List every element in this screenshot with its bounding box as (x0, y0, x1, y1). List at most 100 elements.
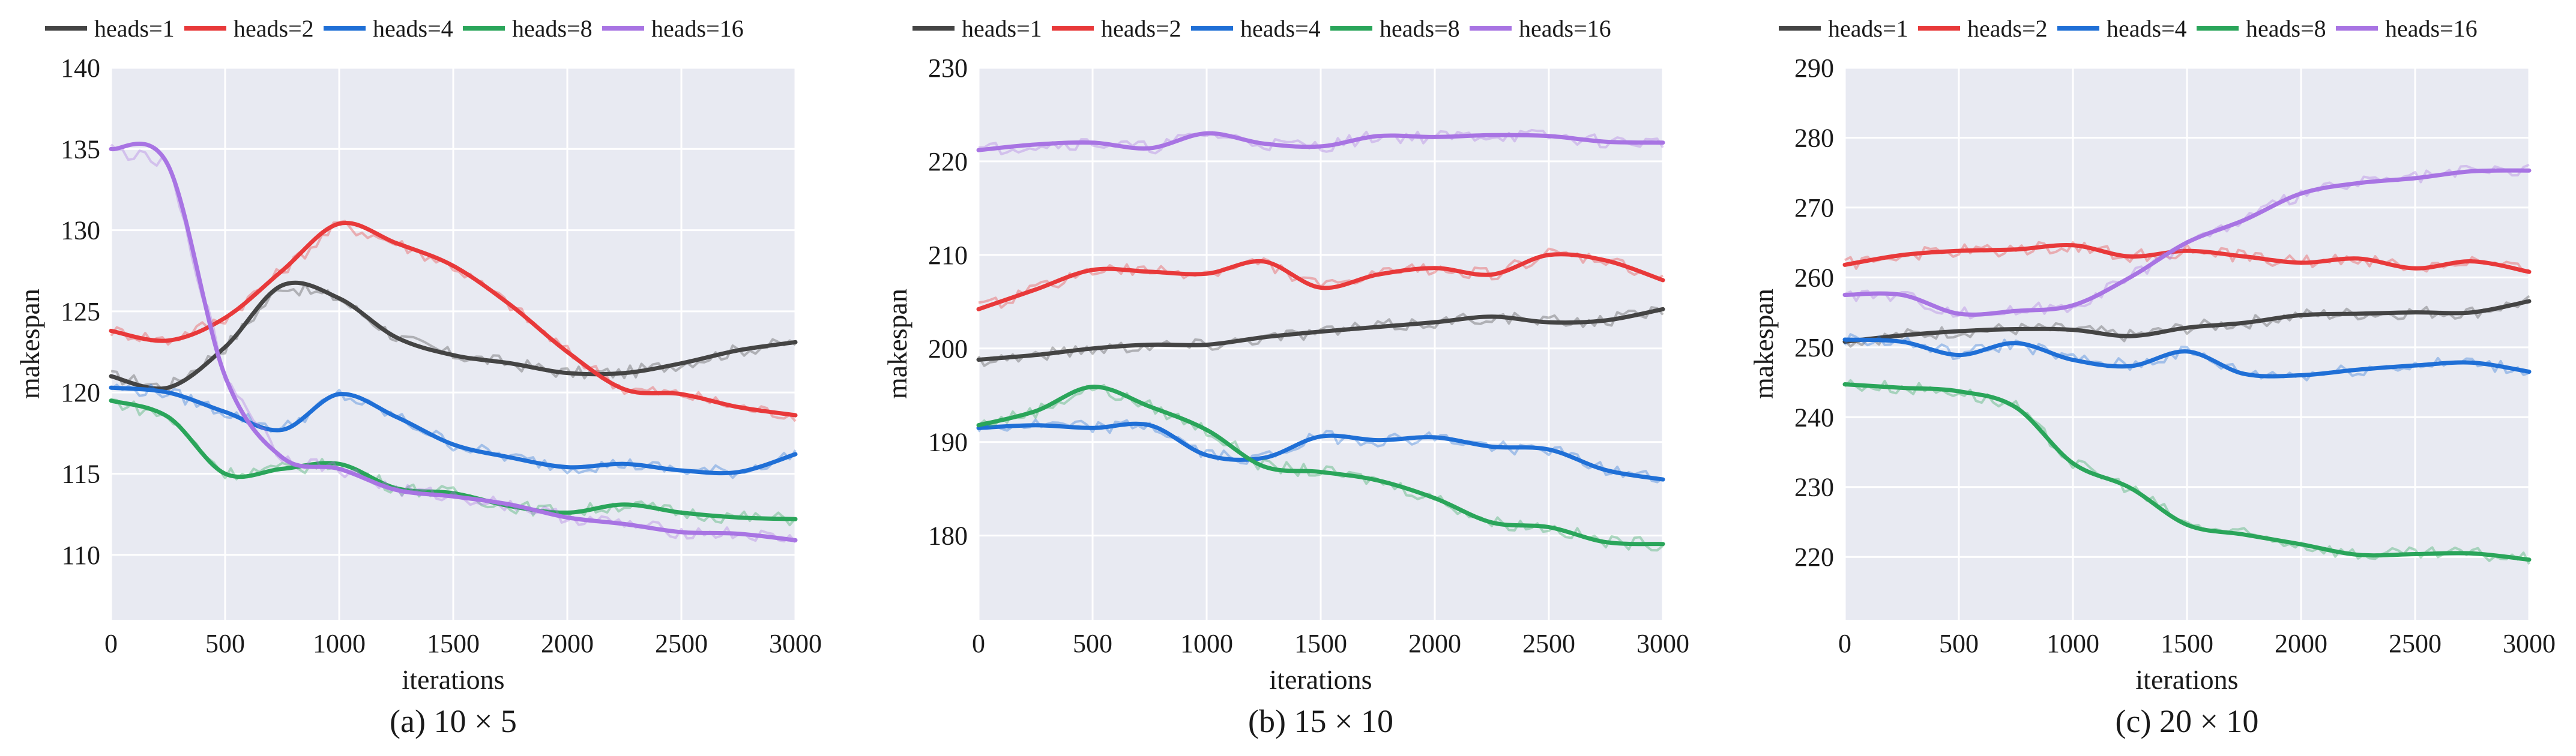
y-tick-label-b-5: 230 (928, 53, 968, 83)
x-tick-label-b-1: 500 (1073, 629, 1112, 658)
x-tick-label-c-4: 2000 (2275, 629, 2327, 658)
series-line-b-heads-8 (976, 385, 1665, 547)
y-axis-label-a: makespan (14, 289, 45, 399)
series-line-a-heads-2 (109, 221, 798, 418)
series-raw-c-heads-4 (1844, 333, 2530, 382)
y-tick-label-c-6: 280 (1794, 123, 1834, 152)
x-tick-label-a-6: 3000 (769, 629, 822, 658)
legend-label-b-heads-16: heads=16 (1519, 15, 1611, 42)
x-axis-label-a: iterations (402, 664, 504, 695)
legend-label-b-heads-2: heads=2 (1101, 15, 1181, 42)
x-tick-label-c-3: 1500 (2161, 629, 2213, 658)
x-axis-label-b: iterations (1269, 664, 1372, 695)
gridlines-b (977, 67, 1664, 620)
y-tick-label-a-0: 110 (62, 541, 100, 570)
legend-label-a-heads-2: heads=2 (234, 15, 314, 42)
tick-labels-a: 0 500 1000 1500 2000 2500 3000 110 115 120 125 130 1… (61, 53, 822, 658)
tick-labels-c: 0 500 1000 1500 2000 2500 3000 220 230 240 250 260 2… (1794, 53, 2556, 658)
series-line-c-heads-4 (1842, 337, 2532, 379)
x-tick-label-a-5: 2500 (655, 629, 708, 658)
series-lines-a (109, 142, 798, 544)
series-lines-c (1842, 163, 2532, 565)
series-lines-b (976, 128, 1665, 552)
legend-label-c-heads-4: heads=4 (2107, 15, 2187, 42)
series-line-a-heads-4 (109, 385, 798, 476)
x-tick-label-c-2: 1000 (2047, 629, 2099, 658)
series-line-a-heads-1 (109, 280, 798, 391)
y-tick-label-b-3: 210 (928, 241, 968, 270)
series-raw-a-heads-1 (110, 283, 797, 394)
y-tick-label-c-5: 270 (1794, 193, 1834, 223)
panel-b: heads=1 heads=2 heads=4 heads=8 heads=16 0 50… (882, 15, 1689, 739)
series-raw-c-heads-8 (1844, 379, 2530, 565)
y-tick-label-a-4: 130 (61, 216, 100, 245)
y-tick-label-a-6: 140 (61, 53, 100, 83)
y-tick-label-b-1: 190 (928, 428, 968, 457)
legend-label-c-heads-1: heads=1 (1828, 15, 1908, 42)
panel-c: heads=1 heads=2 heads=4 heads=8 heads=16 0 50… (1748, 15, 2556, 739)
legend-label-a-heads-8: heads=8 (512, 15, 593, 42)
series-line-c-heads-8 (1842, 382, 2532, 562)
legend-label-c-heads-8: heads=8 (2246, 15, 2326, 42)
x-tick-label-b-4: 2000 (1408, 629, 1461, 658)
x-tick-label-a-0: 0 (104, 629, 118, 658)
legend-a: heads=1 heads=2 heads=4 heads=8 heads=16 (45, 15, 744, 42)
x-axis-label-c: iterations (2135, 664, 2238, 695)
x-tick-label-a-3: 1500 (427, 629, 480, 658)
series-line-c-heads-1 (1842, 299, 2532, 344)
series-raw-b-heads-8 (977, 383, 1664, 552)
y-tick-label-c-3: 250 (1794, 333, 1834, 362)
series-line-a-heads-16 (109, 142, 798, 542)
y-axis-label-c: makespan (1748, 289, 1779, 399)
x-tick-label-b-5: 2500 (1522, 629, 1575, 658)
x-tick-label-a-4: 2000 (541, 629, 594, 658)
x-tick-label-b-0: 0 (972, 629, 985, 658)
gridlines-a (110, 67, 797, 620)
x-tick-label-c-0: 0 (1838, 629, 1851, 658)
series-line-b-heads-4 (976, 421, 1665, 482)
series-raw-b-heads-1 (977, 306, 1664, 367)
y-tick-label-b-4: 220 (928, 147, 968, 176)
legend-label-b-heads-8: heads=8 (1380, 15, 1460, 42)
legend-c: heads=1 heads=2 heads=4 heads=8 heads=16 (1779, 15, 2478, 42)
y-axis-label-b: makespan (882, 289, 912, 399)
legend-label-a-heads-4: heads=4 (373, 15, 453, 42)
caption-a: (a) 10 × 5 (390, 703, 517, 739)
legend-label-b-heads-1: heads=1 (962, 15, 1042, 42)
x-tick-label-a-2: 1000 (313, 629, 366, 658)
y-tick-label-a-2: 120 (61, 378, 100, 407)
y-tick-label-a-5: 135 (61, 134, 100, 164)
y-tick-label-c-1: 230 (1794, 473, 1834, 502)
legend-label-b-heads-4: heads=4 (1240, 15, 1321, 42)
legend-label-a-heads-16: heads=16 (651, 15, 744, 42)
legend-label-a-heads-1: heads=1 (94, 15, 175, 42)
panel-a: heads=1 heads=2 heads=4 heads=8 heads=16 0 50… (14, 15, 822, 739)
series-raw-b-heads-16 (979, 128, 1664, 155)
legend-label-c-heads-2: heads=2 (1967, 15, 2048, 42)
x-tick-label-c-6: 3000 (2503, 629, 2556, 658)
legend-label-c-heads-16: heads=16 (2385, 15, 2478, 42)
y-tick-label-a-1: 115 (62, 459, 100, 488)
x-tick-label-c-5: 2500 (2389, 629, 2442, 658)
y-tick-label-c-0: 220 (1794, 542, 1834, 572)
tick-labels-b: 0 500 1000 1500 2000 2500 3000 180 190 200 210 220 2… (928, 53, 1689, 658)
x-tick-label-c-1: 500 (1939, 629, 1979, 658)
series-line-b-heads-2 (976, 252, 1665, 311)
y-tick-label-b-0: 180 (928, 521, 968, 551)
caption-b: (b) 15 × 10 (1248, 703, 1393, 739)
x-tick-label-a-1: 500 (205, 629, 245, 658)
y-tick-label-a-3: 125 (61, 297, 100, 326)
y-tick-label-c-4: 260 (1794, 263, 1834, 292)
x-tick-label-b-2: 1000 (1180, 629, 1233, 658)
y-tick-label-c-2: 240 (1794, 403, 1834, 432)
y-tick-label-b-2: 200 (928, 334, 968, 364)
caption-c: (c) 20 × 10 (2116, 703, 2259, 739)
gridlines-c (1844, 67, 2530, 620)
series-line-b-heads-16 (976, 131, 1665, 152)
series-line-a-heads-8 (109, 398, 798, 521)
series-line-b-heads-1 (976, 307, 1665, 362)
series-line-c-heads-2 (1842, 242, 2532, 274)
series-line-c-heads-16 (1842, 168, 2532, 317)
legend-b: heads=1 heads=2 heads=4 heads=8 heads=16 (912, 15, 1611, 42)
